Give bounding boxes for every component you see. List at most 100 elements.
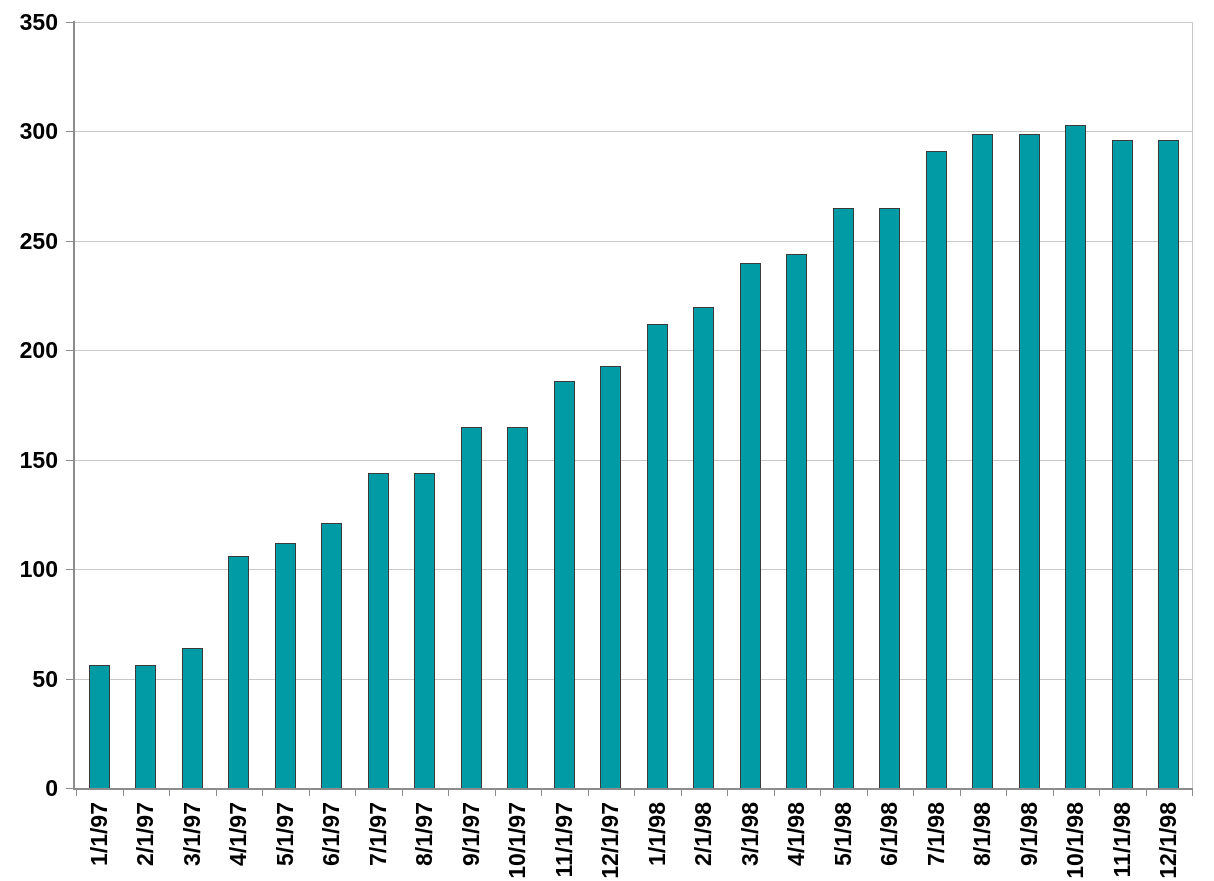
x-axis-tick: [820, 790, 821, 796]
bar: [693, 307, 714, 788]
x-axis-line: [73, 788, 1193, 790]
bar: [647, 324, 668, 788]
x-axis-label: 8/1/97: [411, 802, 437, 866]
x-axis-label: 5/1/98: [830, 802, 856, 866]
bar: [1112, 140, 1133, 788]
x-axis-label: 12/1/98: [1155, 802, 1181, 879]
bar: [275, 543, 296, 788]
y-axis-tick: [66, 569, 73, 570]
y-axis-tick: [66, 460, 73, 461]
bar: [972, 134, 993, 788]
x-axis-tick: [681, 790, 682, 796]
x-axis-tick: [774, 790, 775, 796]
bar: [740, 263, 761, 788]
bar: [368, 473, 389, 788]
y-axis-label: 150: [19, 447, 58, 473]
x-axis-label: 11/1/98: [1109, 802, 1135, 878]
bar: [786, 254, 807, 788]
x-axis-tick: [169, 790, 170, 796]
x-axis-tick: [634, 790, 635, 796]
x-axis-tick: [1192, 790, 1193, 796]
y-axis-tick: [66, 22, 73, 23]
x-axis-label: 4/1/98: [783, 802, 809, 866]
bar: [182, 648, 203, 788]
y-axis-label: 250: [19, 228, 58, 254]
y-axis-tick: [66, 241, 73, 242]
plot-right-border: [1192, 22, 1193, 788]
x-axis-tick: [448, 790, 449, 796]
gridline: [75, 131, 1192, 132]
bar: [879, 208, 900, 788]
bar: [926, 151, 947, 788]
gridline: [75, 679, 1192, 680]
x-axis-label: 10/1/97: [504, 802, 530, 879]
x-axis-tick: [1146, 790, 1147, 796]
x-axis-label: 6/1/98: [876, 802, 902, 866]
gridline: [75, 350, 1192, 351]
bar: [600, 366, 621, 788]
x-axis-label: 9/1/98: [1016, 802, 1042, 866]
bar: [135, 665, 156, 788]
bar: [507, 427, 528, 788]
y-axis-label: 100: [19, 556, 58, 582]
bar: [228, 556, 249, 788]
x-axis-label: 12/1/97: [597, 802, 623, 879]
gridline: [75, 241, 1192, 242]
x-axis-tick: [588, 790, 589, 796]
y-axis-tick: [66, 788, 73, 789]
x-axis-label: 7/1/98: [923, 802, 949, 866]
x-axis-label: 3/1/98: [737, 802, 763, 866]
x-axis-label: 2/1/97: [132, 802, 158, 866]
x-axis-tick: [960, 790, 961, 796]
x-axis-label: 11/1/97: [551, 802, 577, 878]
x-axis-label: 7/1/97: [365, 802, 391, 866]
x-axis-tick: [216, 790, 217, 796]
x-axis-tick: [1006, 790, 1007, 796]
y-axis-label: 0: [45, 775, 58, 801]
y-axis-label: 50: [32, 666, 58, 692]
x-axis-label: 10/1/98: [1062, 802, 1088, 879]
bar: [414, 473, 435, 788]
x-axis-label: 1/1/97: [86, 802, 112, 866]
y-axis-label: 200: [19, 337, 58, 363]
x-axis-tick: [1099, 790, 1100, 796]
y-axis-tick: [66, 350, 73, 351]
y-axis-tick: [66, 131, 73, 132]
x-axis-label: 3/1/97: [179, 802, 205, 866]
x-axis-label: 5/1/97: [272, 802, 298, 866]
x-axis-label: 1/1/98: [644, 802, 670, 866]
x-axis-tick: [355, 790, 356, 796]
x-axis-tick: [402, 790, 403, 796]
bar: [89, 665, 110, 788]
x-axis-label: 6/1/97: [318, 802, 344, 866]
x-axis-tick: [1053, 790, 1054, 796]
x-axis-tick: [495, 790, 496, 796]
x-axis-tick: [123, 790, 124, 796]
x-axis-label: 4/1/97: [225, 802, 251, 866]
bar: [461, 427, 482, 788]
y-axis-label: 300: [19, 118, 58, 144]
bar: [1158, 140, 1179, 788]
x-axis-tick: [541, 790, 542, 796]
x-axis-tick: [262, 790, 263, 796]
x-axis-tick: [913, 790, 914, 796]
x-axis-label: 2/1/98: [690, 802, 716, 866]
gridline: [75, 460, 1192, 461]
gridline: [75, 22, 1192, 23]
bar: [1019, 134, 1040, 788]
x-axis-tick: [76, 790, 77, 796]
bar: [321, 523, 342, 788]
x-axis-tick: [727, 790, 728, 796]
gridline: [75, 569, 1192, 570]
x-axis-tick: [309, 790, 310, 796]
y-axis-tick: [66, 679, 73, 680]
x-axis-label: 8/1/98: [969, 802, 995, 866]
x-axis-label: 9/1/97: [458, 802, 484, 866]
bar: [1065, 125, 1086, 788]
bar: [554, 381, 575, 788]
y-axis-label: 350: [19, 9, 58, 35]
y-axis-line: [73, 21, 75, 788]
bar: [833, 208, 854, 788]
x-axis-tick: [867, 790, 868, 796]
